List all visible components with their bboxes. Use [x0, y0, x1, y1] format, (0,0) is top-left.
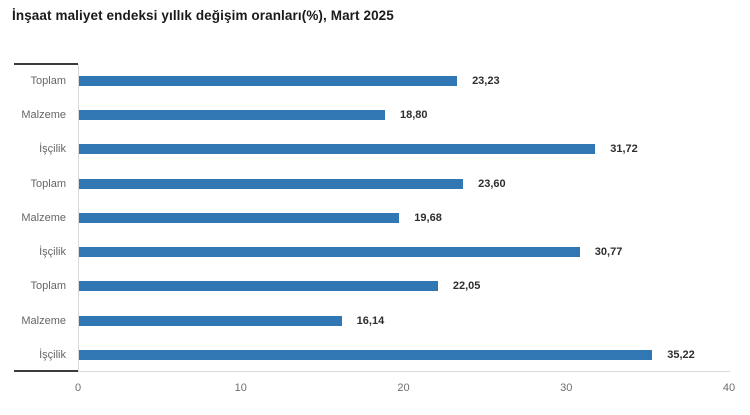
x-tick-label: 10 — [234, 382, 247, 394]
value-label: 30,77 — [594, 246, 623, 259]
value-label: 23,60 — [478, 177, 506, 190]
bar — [79, 110, 385, 121]
bar-row: İşçilik 30,77 — [0, 235, 750, 269]
category-label: Toplam — [30, 280, 66, 293]
category-label: Malzeme — [21, 211, 66, 224]
axis-cap-bottom — [14, 370, 78, 372]
bar — [79, 281, 438, 292]
bar-row: İşçilik 35,22 — [0, 338, 750, 372]
category-label: Malzeme — [21, 109, 66, 122]
category-label: İşçilik — [39, 246, 66, 259]
page-title: İnşaat maliyet endeksi yıllık değişim or… — [12, 8, 394, 23]
bar — [79, 212, 400, 223]
value-label: 23,23 — [472, 75, 500, 87]
category-label: Malzeme — [21, 314, 66, 327]
bar-row: Toplam 22,05 — [0, 269, 750, 303]
bar — [79, 178, 464, 189]
bar — [79, 76, 458, 86]
bar-row: Malzeme 19,68 — [0, 201, 750, 235]
y-axis-line — [78, 64, 79, 372]
bar-row: Malzeme 16,14 — [0, 304, 750, 338]
value-label: 31,72 — [610, 143, 638, 156]
bar — [79, 144, 596, 155]
value-label: 16,14 — [356, 314, 385, 327]
bar-row: İşçilik 31,72 — [0, 132, 750, 166]
value-label: 22,05 — [452, 280, 481, 293]
x-axis-ticks: 0 10 20 30 40 — [0, 382, 750, 398]
bar — [79, 349, 653, 360]
x-tick-label: 40 — [722, 382, 736, 394]
value-label: 18,80 — [399, 109, 428, 122]
bar-row: Toplam 23,60 — [0, 167, 750, 201]
value-label: 19,68 — [414, 211, 442, 224]
plot-rows: Toplam 23,23 Malzeme 18,80 İşçilik 31,72… — [0, 64, 750, 372]
category-label: Toplam — [30, 177, 66, 190]
bar — [79, 247, 580, 258]
category-label: Toplam — [30, 75, 66, 87]
bar-row: Toplam 23,23 — [0, 64, 750, 98]
x-tick-label: 0 — [74, 382, 82, 394]
bar-row: Malzeme 18,80 — [0, 98, 750, 132]
x-tick-label: 20 — [397, 382, 410, 394]
category-label: İşçilik — [39, 348, 66, 361]
x-tick-label: 30 — [560, 382, 573, 394]
category-label: İşçilik — [39, 143, 66, 156]
axis-cap-top — [14, 63, 78, 65]
x-axis-line — [78, 371, 730, 372]
bar — [79, 315, 342, 326]
value-label: 35,22 — [667, 348, 695, 361]
